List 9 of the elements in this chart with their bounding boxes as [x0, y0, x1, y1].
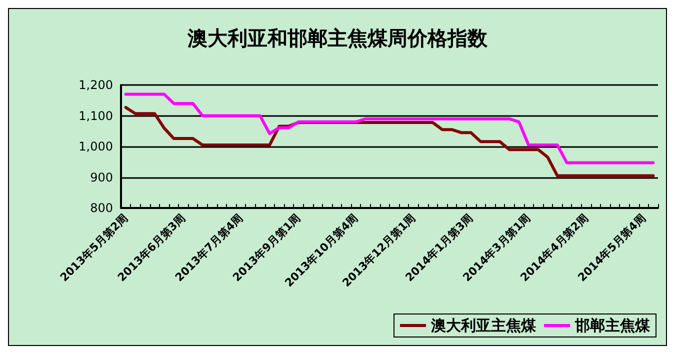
chart-title: 澳大利亚和邯郸主焦煤周价格指数 — [186, 26, 488, 50]
y-tick-label: 900 — [90, 170, 113, 184]
y-tick-label: 800 — [90, 201, 113, 215]
line-series — [124, 92, 655, 164]
legend-label: 澳大利亚主焦煤 — [430, 316, 537, 334]
y-tick-label: 1,200 — [78, 78, 113, 92]
y-tick-label: 1,100 — [78, 108, 113, 123]
y-tick-label: 1,000 — [78, 140, 113, 154]
legend-label: 邯郸主焦煤 — [574, 316, 651, 334]
